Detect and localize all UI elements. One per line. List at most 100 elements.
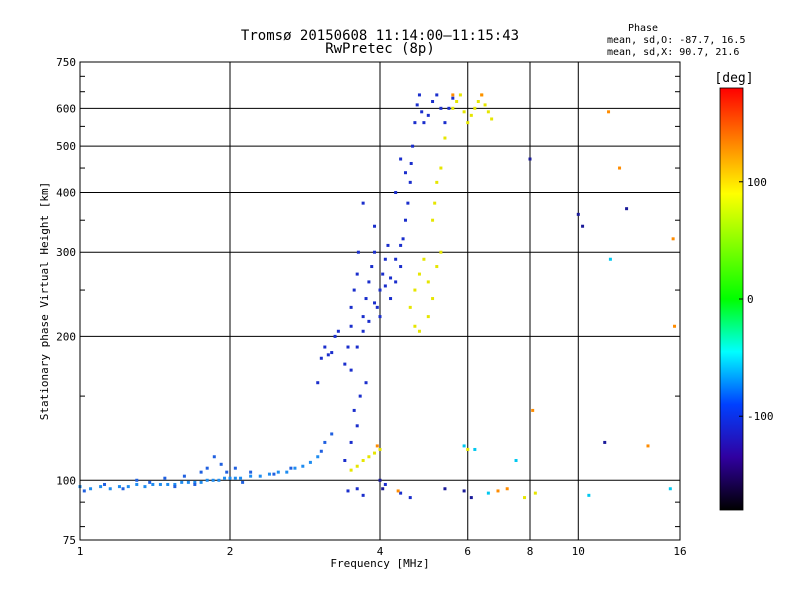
data-point (330, 351, 334, 355)
data-point (126, 485, 130, 489)
phase-stat-x: mean, sd,X: 90.7, 21.6 (607, 47, 739, 58)
data-point (326, 353, 330, 357)
data-point (415, 103, 419, 107)
data-point (346, 345, 350, 349)
data-point (336, 329, 340, 333)
data-point (389, 276, 393, 280)
data-point (378, 315, 382, 319)
data-point (490, 117, 494, 121)
data-point (396, 489, 400, 493)
data-points (78, 93, 677, 500)
colorbar-tick-label: -100 (747, 410, 774, 423)
data-point (671, 237, 675, 241)
data-point (439, 250, 443, 254)
y-axis-ticks: 75 100 200 300 400 500 600 750 (56, 56, 680, 547)
colorbar-tick-label: 100 (747, 176, 767, 189)
data-point (486, 110, 490, 114)
data-point (439, 166, 443, 170)
data-point (151, 482, 155, 486)
data-point (349, 440, 353, 444)
data-point (301, 464, 305, 468)
data-point (148, 480, 152, 484)
data-point (361, 315, 365, 319)
data-point (349, 468, 353, 472)
data-point (431, 297, 435, 301)
data-point (431, 100, 435, 104)
data-point (361, 493, 365, 497)
data-point (293, 466, 297, 470)
data-point (361, 458, 365, 462)
data-point (343, 362, 347, 366)
phase-heading: Phase (628, 23, 658, 34)
data-point (316, 455, 320, 459)
data-point (426, 280, 430, 284)
data-point (618, 166, 622, 170)
x-axis-ticks: 1 2 4 6 8 10 16 (77, 545, 687, 558)
data-point (381, 272, 385, 276)
data-point (576, 212, 580, 216)
data-point (358, 394, 362, 398)
data-point (473, 447, 477, 451)
x-tick-label: 10 (572, 545, 585, 558)
plot-frame (79, 61, 681, 541)
data-point (439, 106, 443, 110)
data-point (646, 444, 650, 448)
data-point (289, 466, 293, 470)
data-point (199, 480, 203, 484)
data-point (364, 381, 368, 385)
data-point (212, 455, 216, 459)
data-point (413, 324, 417, 328)
data-point (370, 265, 374, 269)
data-point (451, 96, 455, 100)
data-point (531, 408, 535, 412)
data-point (173, 485, 177, 489)
y-tick-label: 500 (56, 140, 76, 153)
x-tick-label: 6 (464, 545, 471, 558)
data-point (587, 493, 591, 497)
data-point (394, 280, 398, 284)
data-point (135, 482, 139, 486)
data-point (355, 345, 359, 349)
data-point (443, 136, 447, 140)
data-point (514, 458, 518, 462)
data-point (399, 491, 403, 495)
data-point (373, 451, 377, 455)
data-point (82, 489, 86, 493)
data-point (422, 257, 426, 261)
colorbar-ticks: 100 0 -100 (739, 176, 774, 423)
data-point (417, 272, 421, 276)
data-point (308, 460, 312, 464)
data-point (383, 284, 387, 288)
data-point (143, 485, 147, 489)
data-point (373, 250, 377, 254)
data-point (443, 487, 447, 491)
data-point (355, 487, 359, 491)
data-point (186, 480, 190, 484)
data-point (361, 329, 365, 333)
data-point (381, 487, 385, 491)
data-point (228, 476, 232, 480)
grid-lines (80, 62, 680, 540)
data-point (473, 106, 477, 110)
data-point (581, 224, 585, 228)
x-tick-label: 16 (673, 545, 686, 558)
data-point (408, 180, 412, 184)
data-point (99, 485, 103, 489)
data-point (386, 243, 390, 247)
data-point (462, 110, 466, 114)
data-point (469, 496, 473, 500)
data-point (355, 272, 359, 276)
data-point (367, 319, 371, 323)
data-point (417, 329, 421, 333)
data-point (523, 496, 527, 500)
data-point (199, 470, 203, 474)
data-point (455, 100, 459, 104)
y-tick-label: 750 (56, 56, 76, 69)
data-point (361, 201, 365, 205)
data-point (399, 157, 403, 161)
data-point (356, 250, 360, 254)
data-point (451, 106, 455, 110)
data-point (373, 224, 377, 228)
data-point (166, 482, 170, 486)
